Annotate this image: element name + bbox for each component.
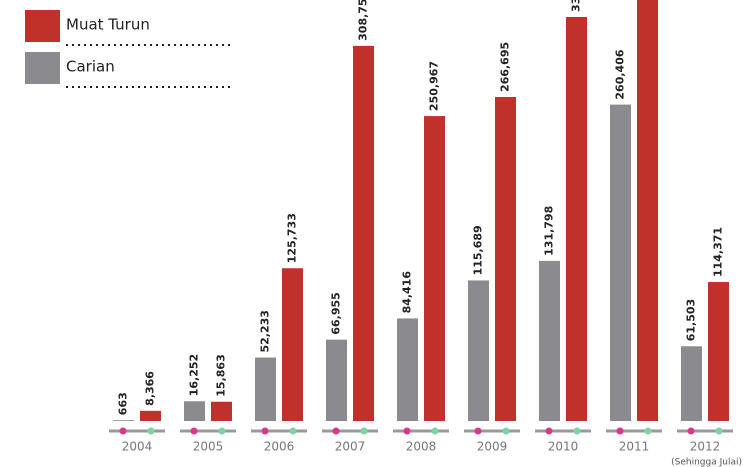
value-label: 114,371 xyxy=(712,227,725,277)
base-dot xyxy=(431,427,439,435)
bar xyxy=(282,268,303,421)
bar xyxy=(326,339,347,421)
base-dot xyxy=(190,427,198,435)
legend-swatch xyxy=(25,10,60,42)
bar xyxy=(610,104,631,421)
value-label: 84,416 xyxy=(401,271,414,314)
legend-label: Carian xyxy=(66,58,115,76)
value-label: 8,366 xyxy=(144,371,157,406)
base-dot xyxy=(502,427,510,435)
base-dot xyxy=(715,427,723,435)
x-tick-label: 2010 xyxy=(548,440,579,454)
bar xyxy=(539,260,560,421)
base-dot xyxy=(403,427,411,435)
base-dot xyxy=(289,427,297,435)
value-label: 61,503 xyxy=(685,299,698,341)
bar xyxy=(708,282,729,421)
value-label: 260,406 xyxy=(614,49,627,99)
base-dot xyxy=(261,427,269,435)
base-dot xyxy=(360,427,368,435)
value-label: 15,863 xyxy=(215,354,228,396)
base-dot xyxy=(616,427,624,435)
base-dot xyxy=(218,427,226,435)
bar xyxy=(255,357,276,421)
bar xyxy=(397,318,418,421)
bar xyxy=(211,401,232,421)
value-label: 125,733 xyxy=(286,213,299,263)
x-tick-label: 2006 xyxy=(264,440,295,454)
base-dot xyxy=(545,427,553,435)
value-label: 52,233 xyxy=(259,310,272,352)
base-dot xyxy=(474,427,482,435)
legend-swatch xyxy=(25,52,60,84)
bar xyxy=(495,96,516,421)
x-tick-label: 2007 xyxy=(335,440,366,454)
x-tick-label: 2012 xyxy=(690,440,721,454)
value-label: 16,252 xyxy=(188,354,201,396)
value-label: 66,955 xyxy=(330,292,343,334)
x-tick-label: 2004 xyxy=(122,440,153,454)
value-label: 250,967 xyxy=(428,61,441,111)
value-label: 131,798 xyxy=(543,206,556,256)
bar xyxy=(566,17,587,421)
bar xyxy=(424,116,445,421)
base-dot xyxy=(147,427,155,435)
x-tick-label: 2009 xyxy=(477,440,508,454)
base-dot xyxy=(687,427,695,435)
value-label: 308,75 xyxy=(357,0,370,41)
bar xyxy=(468,280,489,421)
x-tick-label: 2008 xyxy=(406,440,437,454)
bar xyxy=(353,45,374,422)
bar xyxy=(184,401,205,421)
legend-label: Muat Turun xyxy=(66,16,150,34)
base-dot xyxy=(332,427,340,435)
base-dot xyxy=(119,427,127,435)
x-tick-label: 2011 xyxy=(619,440,650,454)
value-label: 266,695 xyxy=(499,42,512,92)
base-dot xyxy=(573,427,581,435)
bar xyxy=(140,410,161,421)
annotation: (Sehingga Julai) xyxy=(671,458,742,467)
value-label: 663 xyxy=(117,392,130,415)
value-label: 115,689 xyxy=(472,225,485,275)
bar xyxy=(637,0,658,421)
value-label: 33 xyxy=(570,0,583,12)
x-tick-label: 2005 xyxy=(193,440,224,454)
bar xyxy=(681,346,702,421)
base-dot xyxy=(644,427,652,435)
bar xyxy=(113,420,134,421)
